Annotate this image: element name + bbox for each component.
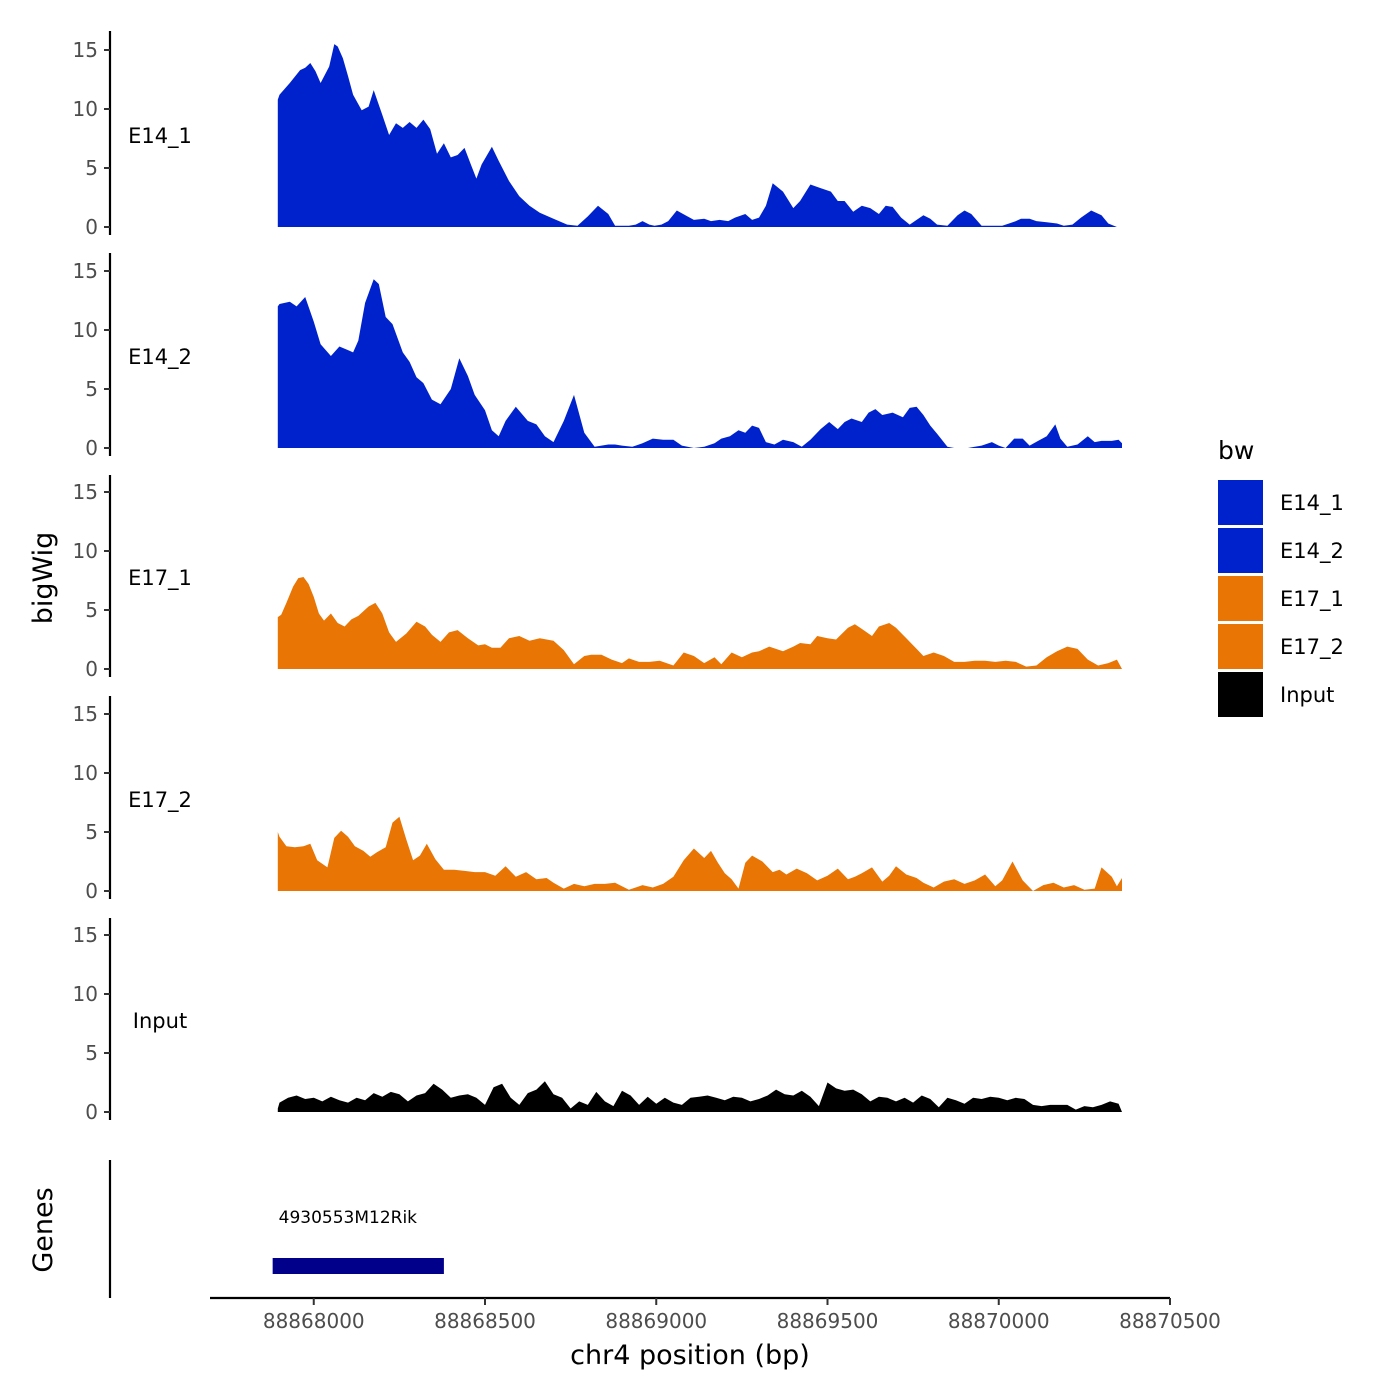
track-label: E14_2	[128, 345, 192, 370]
legend-swatch	[1218, 624, 1263, 669]
y-tick-label: 10	[73, 761, 98, 785]
y-tick-label: 0	[85, 436, 98, 460]
signal-area-E14_2	[277, 279, 1122, 448]
x-tick-label: 88869500	[777, 1309, 879, 1333]
y-tick-label: 15	[73, 923, 98, 947]
y-tick-label: 10	[73, 982, 98, 1006]
legend-label: E14_2	[1280, 539, 1344, 564]
signal-tracks: 0 5 10 15 E14_1 0 5 10 15 E14_2 0 5 10 15 E17_1 0 5 10 15 E…	[73, 31, 1122, 1124]
track-label: E17_1	[128, 566, 192, 591]
y-tick-label: 15	[73, 259, 98, 283]
y-tick-label: 0	[85, 657, 98, 681]
track-E14_2: 0 5 10 15 E14_2	[73, 253, 1122, 460]
y-tick-label: 0	[85, 215, 98, 239]
track-label: E14_1	[128, 124, 192, 149]
legend-swatch	[1218, 528, 1263, 573]
y-tick-label: 15	[73, 480, 98, 504]
legend: bw E14_1 E14_2 E17_1 E17_2 Input	[1218, 436, 1344, 717]
legend-label: E17_1	[1280, 587, 1344, 612]
y-tick-label: 5	[85, 598, 98, 622]
signal-area-Input	[277, 1081, 1122, 1112]
x-axis: 88868000 88868500 88869000 88869500 88870000…	[210, 1296, 1221, 1333]
legend-label: E17_2	[1280, 635, 1344, 660]
genes-panel: 4930553M12Rik	[108, 1160, 444, 1298]
track-E17_2: 0 5 10 15 E17_2	[73, 696, 1122, 903]
y-tick-label: 10	[73, 97, 98, 121]
y-tick-label: 10	[73, 318, 98, 342]
y-tick-label: 0	[85, 879, 98, 903]
track-Input: 0 5 10 15 Input	[73, 918, 1122, 1124]
legend-label: E14_1	[1280, 491, 1344, 516]
legend-label: Input	[1280, 683, 1334, 707]
x-tick-label: 88868000	[263, 1309, 365, 1333]
legend-title: bw	[1218, 436, 1254, 465]
y-tick-label: 5	[85, 1041, 98, 1065]
track-E17_1: 0 5 10 15 E17_1	[73, 475, 1122, 681]
x-tick-label: 88870000	[948, 1309, 1050, 1333]
y-axis-title: bigWig	[28, 532, 59, 625]
signal-area-E17_1	[277, 577, 1122, 669]
x-axis-title: chr4 position (bp)	[570, 1340, 810, 1371]
signal-area-E17_2	[277, 816, 1122, 891]
y-tick-label: 15	[73, 38, 98, 62]
track-E14_1: 0 5 10 15 E14_1	[73, 31, 1122, 239]
track-label: E17_2	[128, 788, 192, 813]
signal-area-E14_1	[277, 44, 1122, 227]
legend-swatch	[1218, 576, 1263, 621]
track-label: Input	[133, 1009, 187, 1033]
y-tick-label: 15	[73, 702, 98, 726]
y-tick-label: 0	[85, 1100, 98, 1124]
gene-bar	[272, 1258, 444, 1274]
x-tick-label: 88868500	[434, 1309, 536, 1333]
x-tick-label: 88869000	[605, 1309, 707, 1333]
legend-swatch	[1218, 480, 1263, 525]
gene-label: 4930553M12Rik	[279, 1208, 418, 1228]
genes-axis-title: Genes	[28, 1187, 59, 1272]
y-tick-label: 5	[85, 156, 98, 180]
y-tick-label: 10	[73, 539, 98, 563]
legend-swatch	[1218, 672, 1263, 717]
y-tick-label: 5	[85, 820, 98, 844]
y-tick-label: 5	[85, 377, 98, 401]
x-tick-label: 88870500	[1119, 1309, 1221, 1333]
